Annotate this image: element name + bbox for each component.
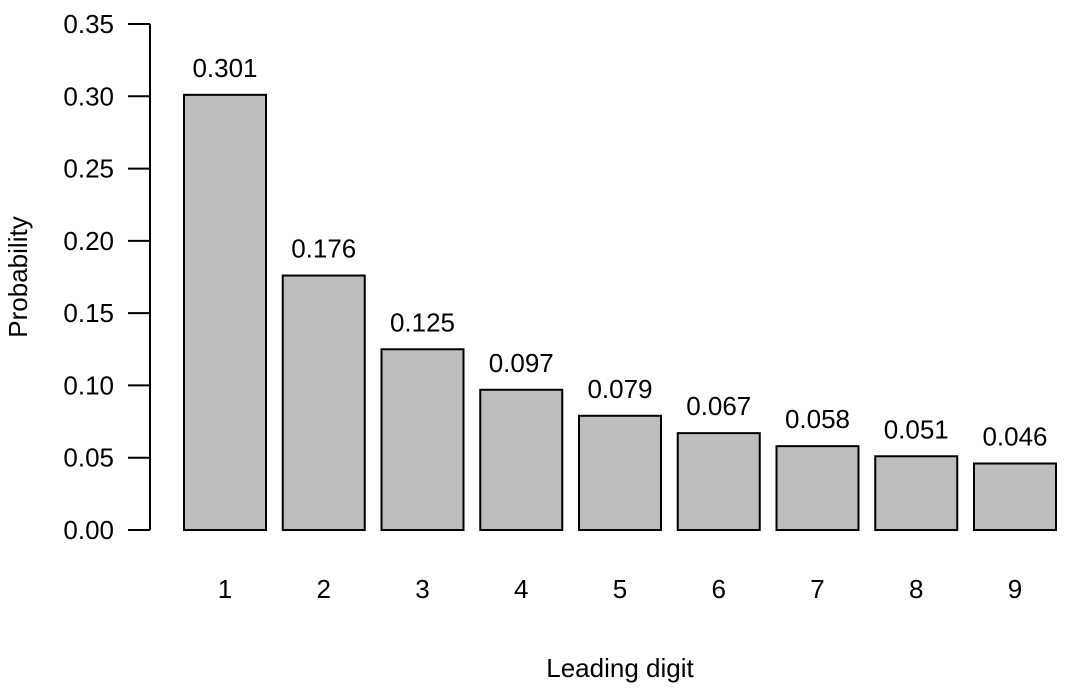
bars	[183, 93, 1057, 532]
bar	[183, 93, 267, 531]
y-axis: 0.00 0.05 0.10 0.15 0.20 0.25 0.30 0.35	[63, 9, 151, 545]
y-tick-label: 0.30	[63, 81, 114, 111]
x-tick-label: 9	[1008, 574, 1022, 604]
bar-value-label: 0.176	[291, 234, 356, 264]
x-tick-labels: 1 2 3 4 5 6 7 8 9	[218, 574, 1022, 604]
y-tick-label: 0.35	[63, 9, 114, 39]
bar-value-label: 0.046	[982, 421, 1047, 451]
bar	[578, 414, 662, 531]
x-axis-title: Leading digit	[546, 653, 694, 683]
bar	[973, 462, 1057, 531]
y-tick-label: 0.10	[63, 370, 114, 400]
bar	[380, 348, 465, 531]
x-tick-label: 1	[218, 574, 232, 604]
bar-value-label: 0.125	[390, 307, 455, 337]
y-tick-label: 0.25	[63, 154, 114, 184]
y-axis-title: Probability	[3, 216, 33, 337]
x-tick-label: 4	[514, 574, 528, 604]
bar-value-label: 0.301	[192, 53, 257, 83]
bar-value-label: 0.051	[884, 414, 949, 444]
x-tick-label: 8	[909, 574, 923, 604]
y-tick-label: 0.20	[63, 226, 114, 256]
bar	[479, 388, 564, 531]
bar	[281, 274, 366, 531]
y-tick-label: 0.05	[63, 443, 114, 473]
bar	[874, 455, 959, 532]
value-labels: 0.301 0.176 0.125 0.097 0.079 0.067 0.058 0.051…	[192, 53, 1047, 452]
bar-value-label: 0.067	[686, 391, 751, 421]
bar-value-label: 0.058	[785, 404, 850, 434]
bar-value-label: 0.079	[587, 374, 652, 404]
y-tick-label: 0.00	[63, 515, 114, 545]
bar-value-label: 0.097	[489, 348, 554, 378]
x-tick-label: 5	[613, 574, 627, 604]
y-tick-label: 0.15	[63, 298, 114, 328]
x-tick-label: 7	[810, 574, 824, 604]
bar	[676, 432, 761, 531]
x-tick-label: 6	[712, 574, 726, 604]
x-tick-label: 3	[415, 574, 429, 604]
x-tick-label: 2	[317, 574, 331, 604]
bar	[775, 445, 860, 531]
